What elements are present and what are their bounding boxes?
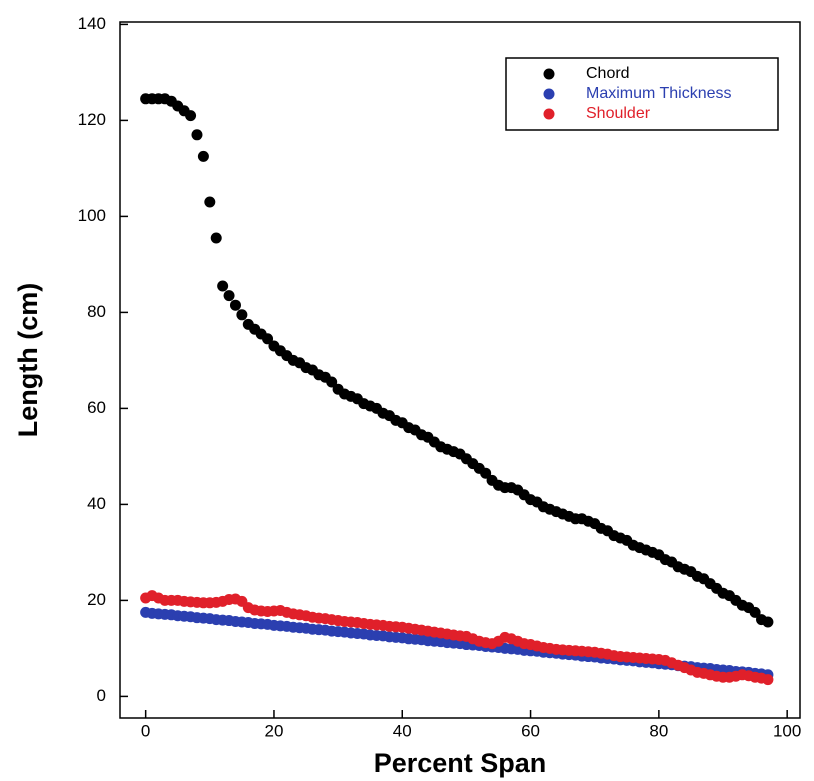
y-tick-label: 140 [78, 14, 106, 33]
data-point [480, 467, 492, 479]
plot-frame [119, 21, 801, 719]
y-tick-label: 100 [78, 206, 106, 225]
y-tick-label: 120 [78, 110, 106, 129]
data-point [197, 150, 209, 162]
data-point [217, 280, 229, 292]
data-point [229, 299, 241, 311]
x-tick-label: 100 [773, 721, 801, 740]
data-point [326, 376, 338, 388]
y-tick-label: 0 [97, 686, 106, 705]
data-point [185, 110, 197, 122]
legend-marker [543, 68, 555, 80]
data-point [762, 674, 774, 686]
data-point [262, 333, 274, 345]
x-tick-label: 0 [141, 721, 150, 740]
legend-marker [543, 88, 555, 100]
legend-marker [543, 108, 555, 120]
data-point [191, 129, 203, 141]
data-point [223, 290, 235, 302]
x-axis-title: Percent Span [374, 748, 547, 778]
x-tick-label: 40 [393, 721, 412, 740]
x-tick-label: 60 [521, 721, 540, 740]
data-point [204, 196, 216, 208]
x-tick-label: 80 [649, 721, 668, 740]
data-point [236, 309, 248, 321]
y-tick-label: 80 [87, 302, 106, 321]
y-tick-label: 60 [87, 398, 106, 417]
legend-label: Chord [586, 65, 630, 82]
legend-label: Maximum Thickness [586, 85, 732, 102]
data-point [762, 616, 774, 628]
data-point [749, 606, 761, 618]
x-tick-label: 20 [265, 721, 284, 740]
y-axis-title: Length (cm) [13, 283, 43, 438]
y-tick-label: 20 [87, 590, 106, 609]
y-tick-label: 40 [87, 494, 106, 513]
data-point [210, 232, 222, 244]
legend-label: Shoulder [586, 105, 651, 122]
